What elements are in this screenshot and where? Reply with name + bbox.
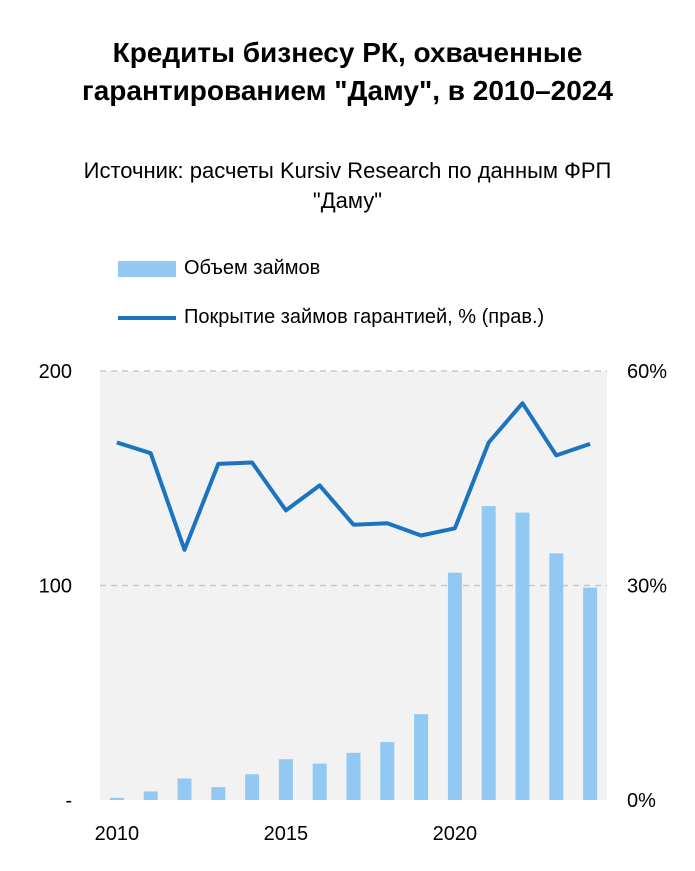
bar-2016	[312, 763, 327, 800]
x-tick-label: 2010	[95, 823, 140, 845]
x-tick-label: 2020	[433, 823, 478, 845]
bar-2022	[515, 512, 530, 800]
legend-bar-swatch	[118, 260, 176, 277]
bar-2020	[447, 572, 462, 800]
bar-2015	[278, 759, 293, 800]
bar-2012	[177, 778, 192, 800]
bar-2023	[549, 553, 564, 800]
legend-label-line: Покрытие займов гарантией, % (прав.)	[184, 306, 545, 328]
coverage-line	[116, 401, 591, 552]
chart-title: Кредиты бизнесу РК, охваченные гарантиро…	[82, 37, 613, 106]
y-right-tick-label: 60%	[627, 361, 667, 383]
y-left-tick-label: -	[65, 790, 72, 812]
bar-2013	[211, 787, 226, 800]
bar-2019	[414, 714, 429, 800]
legend-item-bars: Объем займов	[118, 257, 320, 280]
bar-2014	[245, 774, 260, 800]
bar-2010	[109, 797, 124, 800]
legend-line-swatch	[118, 315, 176, 320]
bar-2011	[143, 791, 158, 800]
y-right-tick-label: 30%	[627, 576, 667, 598]
legend-item-line: Покрытие займов гарантией, % (прав.)	[118, 306, 544, 329]
y-left-tick-label: 100	[39, 576, 72, 598]
y-right-tick-label: 0%	[627, 790, 656, 812]
bar-2024	[583, 587, 598, 800]
y-left-tick-label: 200	[39, 361, 72, 383]
chart-subtitle: Источник: расчеты Kursiv Research по дан…	[83, 158, 612, 213]
bar-2021	[481, 506, 496, 800]
legend-label-bars: Объем займов	[184, 257, 321, 279]
x-tick-label: 2015	[264, 823, 309, 845]
bar-2017	[346, 752, 361, 800]
bar-2018	[380, 742, 395, 800]
